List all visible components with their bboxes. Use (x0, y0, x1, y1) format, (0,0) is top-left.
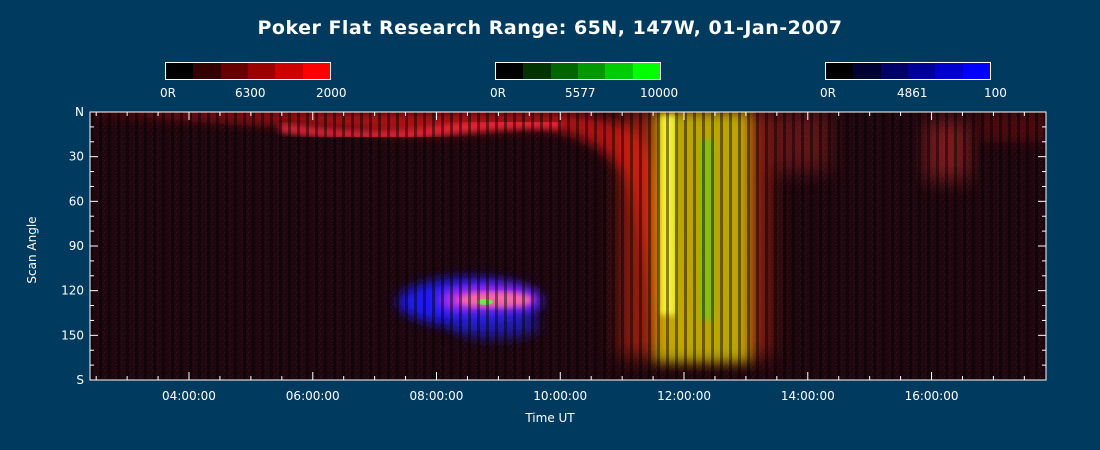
y-axis-label: Scan Angle (25, 216, 39, 284)
x-tick-label: 04:00:00 (162, 389, 216, 403)
x-tick-label: 14:00:00 (781, 389, 835, 403)
y-axis (90, 111, 1046, 381)
colorbar-red-min: 0R (160, 86, 176, 100)
x-tick-label: 12:00:00 (657, 389, 711, 403)
colorbar-blue (825, 62, 991, 80)
x-axis-label: Time UT (525, 411, 575, 425)
y-tick-label: 30 (69, 150, 84, 164)
colorbar-red-max: 2000 (316, 86, 347, 100)
colorbar-green-min: 0R (490, 86, 506, 100)
y-tick-label: 150 (61, 328, 84, 342)
y-tick-label: 120 (61, 284, 84, 298)
y-tick-label: N (75, 105, 84, 119)
colorbar-green (495, 62, 661, 80)
colorbar-blue-wavelength: 4861 (897, 86, 928, 100)
y-tick-label: S (76, 373, 84, 387)
x-tick-label: 10:00:00 (533, 389, 587, 403)
y-tick-label: 60 (69, 194, 84, 208)
x-tick-label: 06:00:00 (286, 389, 340, 403)
chart-title: Poker Flat Research Range: 65N, 147W, 01… (257, 17, 843, 39)
colorbar-red (165, 62, 331, 80)
y-tick-label: 90 (69, 239, 84, 253)
x-tick-label: 08:00:00 (410, 389, 464, 403)
x-tick-label: 16:00:00 (905, 389, 959, 403)
x-axis (95, 112, 1025, 380)
colorbar-blue-max: 100 (984, 86, 1007, 100)
exposure-stripes (90, 112, 1046, 380)
colorbar-red-wavelength: 6300 (235, 86, 266, 100)
colorbar-green-max: 10000 (640, 86, 679, 100)
colorbar-blue-min: 0R (820, 86, 836, 100)
colorbar-green-wavelength: 5577 (565, 86, 596, 100)
